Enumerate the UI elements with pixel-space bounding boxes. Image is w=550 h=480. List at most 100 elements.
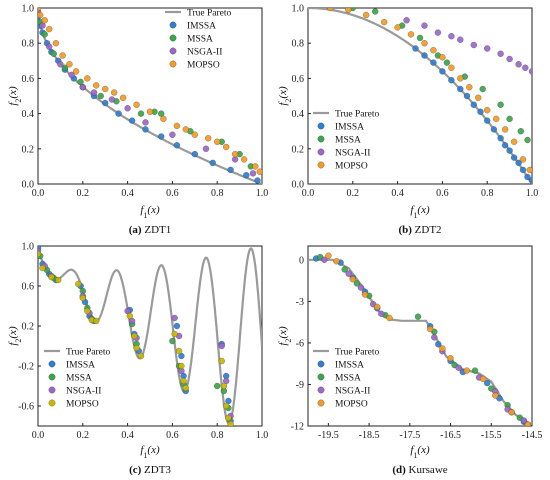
x-tick-label: 0.2 <box>77 188 90 199</box>
point-imssa <box>102 99 109 107</box>
point-mopso <box>439 54 446 61</box>
legend-swatch-imssa <box>317 122 325 130</box>
x-tick-label: -19.5 <box>318 430 339 441</box>
true-pareto-line <box>38 8 262 184</box>
x-axis-label-text: f1(x) <box>140 204 160 220</box>
legend-label: IMSSA <box>335 361 364 371</box>
point-nsga-ii <box>249 170 257 177</box>
legend-label: MSSA <box>335 374 361 384</box>
point-mopso <box>223 402 230 410</box>
y-axis-label-text: f2(x) <box>7 86 23 106</box>
y-tick-label: 0.2 <box>292 144 305 155</box>
point-mopso <box>448 64 455 71</box>
point-mopso <box>240 156 248 163</box>
point-imssa <box>515 159 522 167</box>
chart-panel-kursawe: -19.5 -18.5 -17.5 -16.5 -15.5 -14.5 -12 -9 -6 -3 0… <box>277 245 543 476</box>
x-axis-label: f1(x) <box>410 444 430 460</box>
point-nsga-ii <box>231 156 239 163</box>
legend-label: True Pareto <box>66 348 110 358</box>
legend: True Pareto IMSSA MSSA NSGA-II MOPSO <box>313 110 379 172</box>
point-imssa <box>173 322 181 330</box>
point-mopso <box>133 344 140 352</box>
point-mopso <box>84 307 91 315</box>
x-axis-label: f1(x) <box>140 204 160 220</box>
point-mssa <box>353 280 361 287</box>
x-tick-label: 0.6 <box>436 188 449 199</box>
point-mssa <box>443 59 451 66</box>
point-nsga-ii <box>470 41 477 49</box>
true-pareto-line <box>38 246 262 425</box>
legend-label: IMSSA <box>66 361 95 371</box>
point-mopso <box>231 150 239 158</box>
point-mopso <box>466 84 473 91</box>
y-tick-label: -9 <box>296 380 304 391</box>
point-imssa <box>448 77 455 84</box>
point-mopso <box>119 94 127 101</box>
point-nsga-ii <box>169 131 176 138</box>
point-mopso <box>524 421 532 426</box>
point-nsga-ii <box>515 61 522 68</box>
point-mopso <box>38 250 42 258</box>
point-mopso <box>501 126 509 133</box>
point-mssa <box>341 266 348 273</box>
legend-swatch-mopso <box>317 399 325 407</box>
point-mopso <box>333 258 340 265</box>
legend-swatch-imssa <box>169 21 177 29</box>
y-tick-label: 0.6 <box>22 74 35 85</box>
point-imssa <box>142 126 149 133</box>
legend-swatch-nsga-ii <box>48 386 56 394</box>
chart-panel-zdt3: 0.0 0.2 0.4 0.6 0.8 1.0 -0.6 -0.2 0.2 0.6 1.0 f1(x)… <box>7 242 268 477</box>
point-nsga-ii <box>46 43 53 50</box>
point-mopso <box>46 25 53 33</box>
y-axis-label-text: f2(x) <box>277 326 293 346</box>
point-mopso <box>327 8 334 12</box>
point-nsga-ii <box>57 61 64 68</box>
y-axis-label: f2(x) <box>277 326 293 346</box>
y-axis-label: f2(x) <box>277 86 293 106</box>
plot-area <box>38 8 262 184</box>
point-imssa <box>477 108 484 115</box>
x-tick-label: 1.0 <box>256 430 269 441</box>
x-axis-label-text: f1(x) <box>140 444 160 460</box>
point-mopso <box>381 18 388 26</box>
x-tick-label: 0.0 <box>32 430 45 441</box>
y-axis-label-text: f2(x) <box>277 86 293 106</box>
point-mssa <box>61 64 69 71</box>
x-axis-label: f1(x) <box>140 444 160 460</box>
point-mopso <box>111 89 118 96</box>
point-mssa <box>524 136 531 144</box>
point-mopso <box>182 126 189 133</box>
point-imssa <box>497 135 504 142</box>
x-axis-label: f1(x) <box>410 204 430 220</box>
point-imssa <box>430 59 437 66</box>
x-tick-label: -15.5 <box>481 430 502 441</box>
point-imssa <box>506 147 513 154</box>
panel-caption: (c) ZDT3 <box>129 464 171 476</box>
y-tick-label: 0.4 <box>292 109 305 120</box>
x-tick-label: 0.4 <box>121 188 134 199</box>
point-imssa <box>173 142 181 149</box>
point-mssa <box>517 128 524 135</box>
point-nsga-ii <box>171 314 178 322</box>
point-mopso <box>48 273 55 281</box>
point-imssa <box>435 341 442 348</box>
point-mopso <box>510 138 518 145</box>
point-mopso <box>374 303 381 311</box>
point-nsga-ii <box>520 417 528 424</box>
point-mopso <box>55 276 62 284</box>
point-mopso <box>173 122 181 130</box>
legend-label: MOPSO <box>66 400 99 410</box>
legend-label: True Pareto <box>335 110 379 120</box>
point-nsga-ii <box>218 342 225 350</box>
panel-caption: (a) ZDT1 <box>129 224 171 236</box>
point-nsga-ii <box>124 105 131 112</box>
x-tick-label: -14.5 <box>522 430 543 441</box>
plot-frame <box>307 245 533 427</box>
legend-label: MSSA <box>187 35 213 45</box>
point-imssa <box>439 68 446 75</box>
point-mopso <box>137 352 145 360</box>
point-imssa <box>191 150 198 158</box>
y-tick-label: 0.2 <box>22 144 35 155</box>
legend-swatch-mssa <box>48 373 56 381</box>
